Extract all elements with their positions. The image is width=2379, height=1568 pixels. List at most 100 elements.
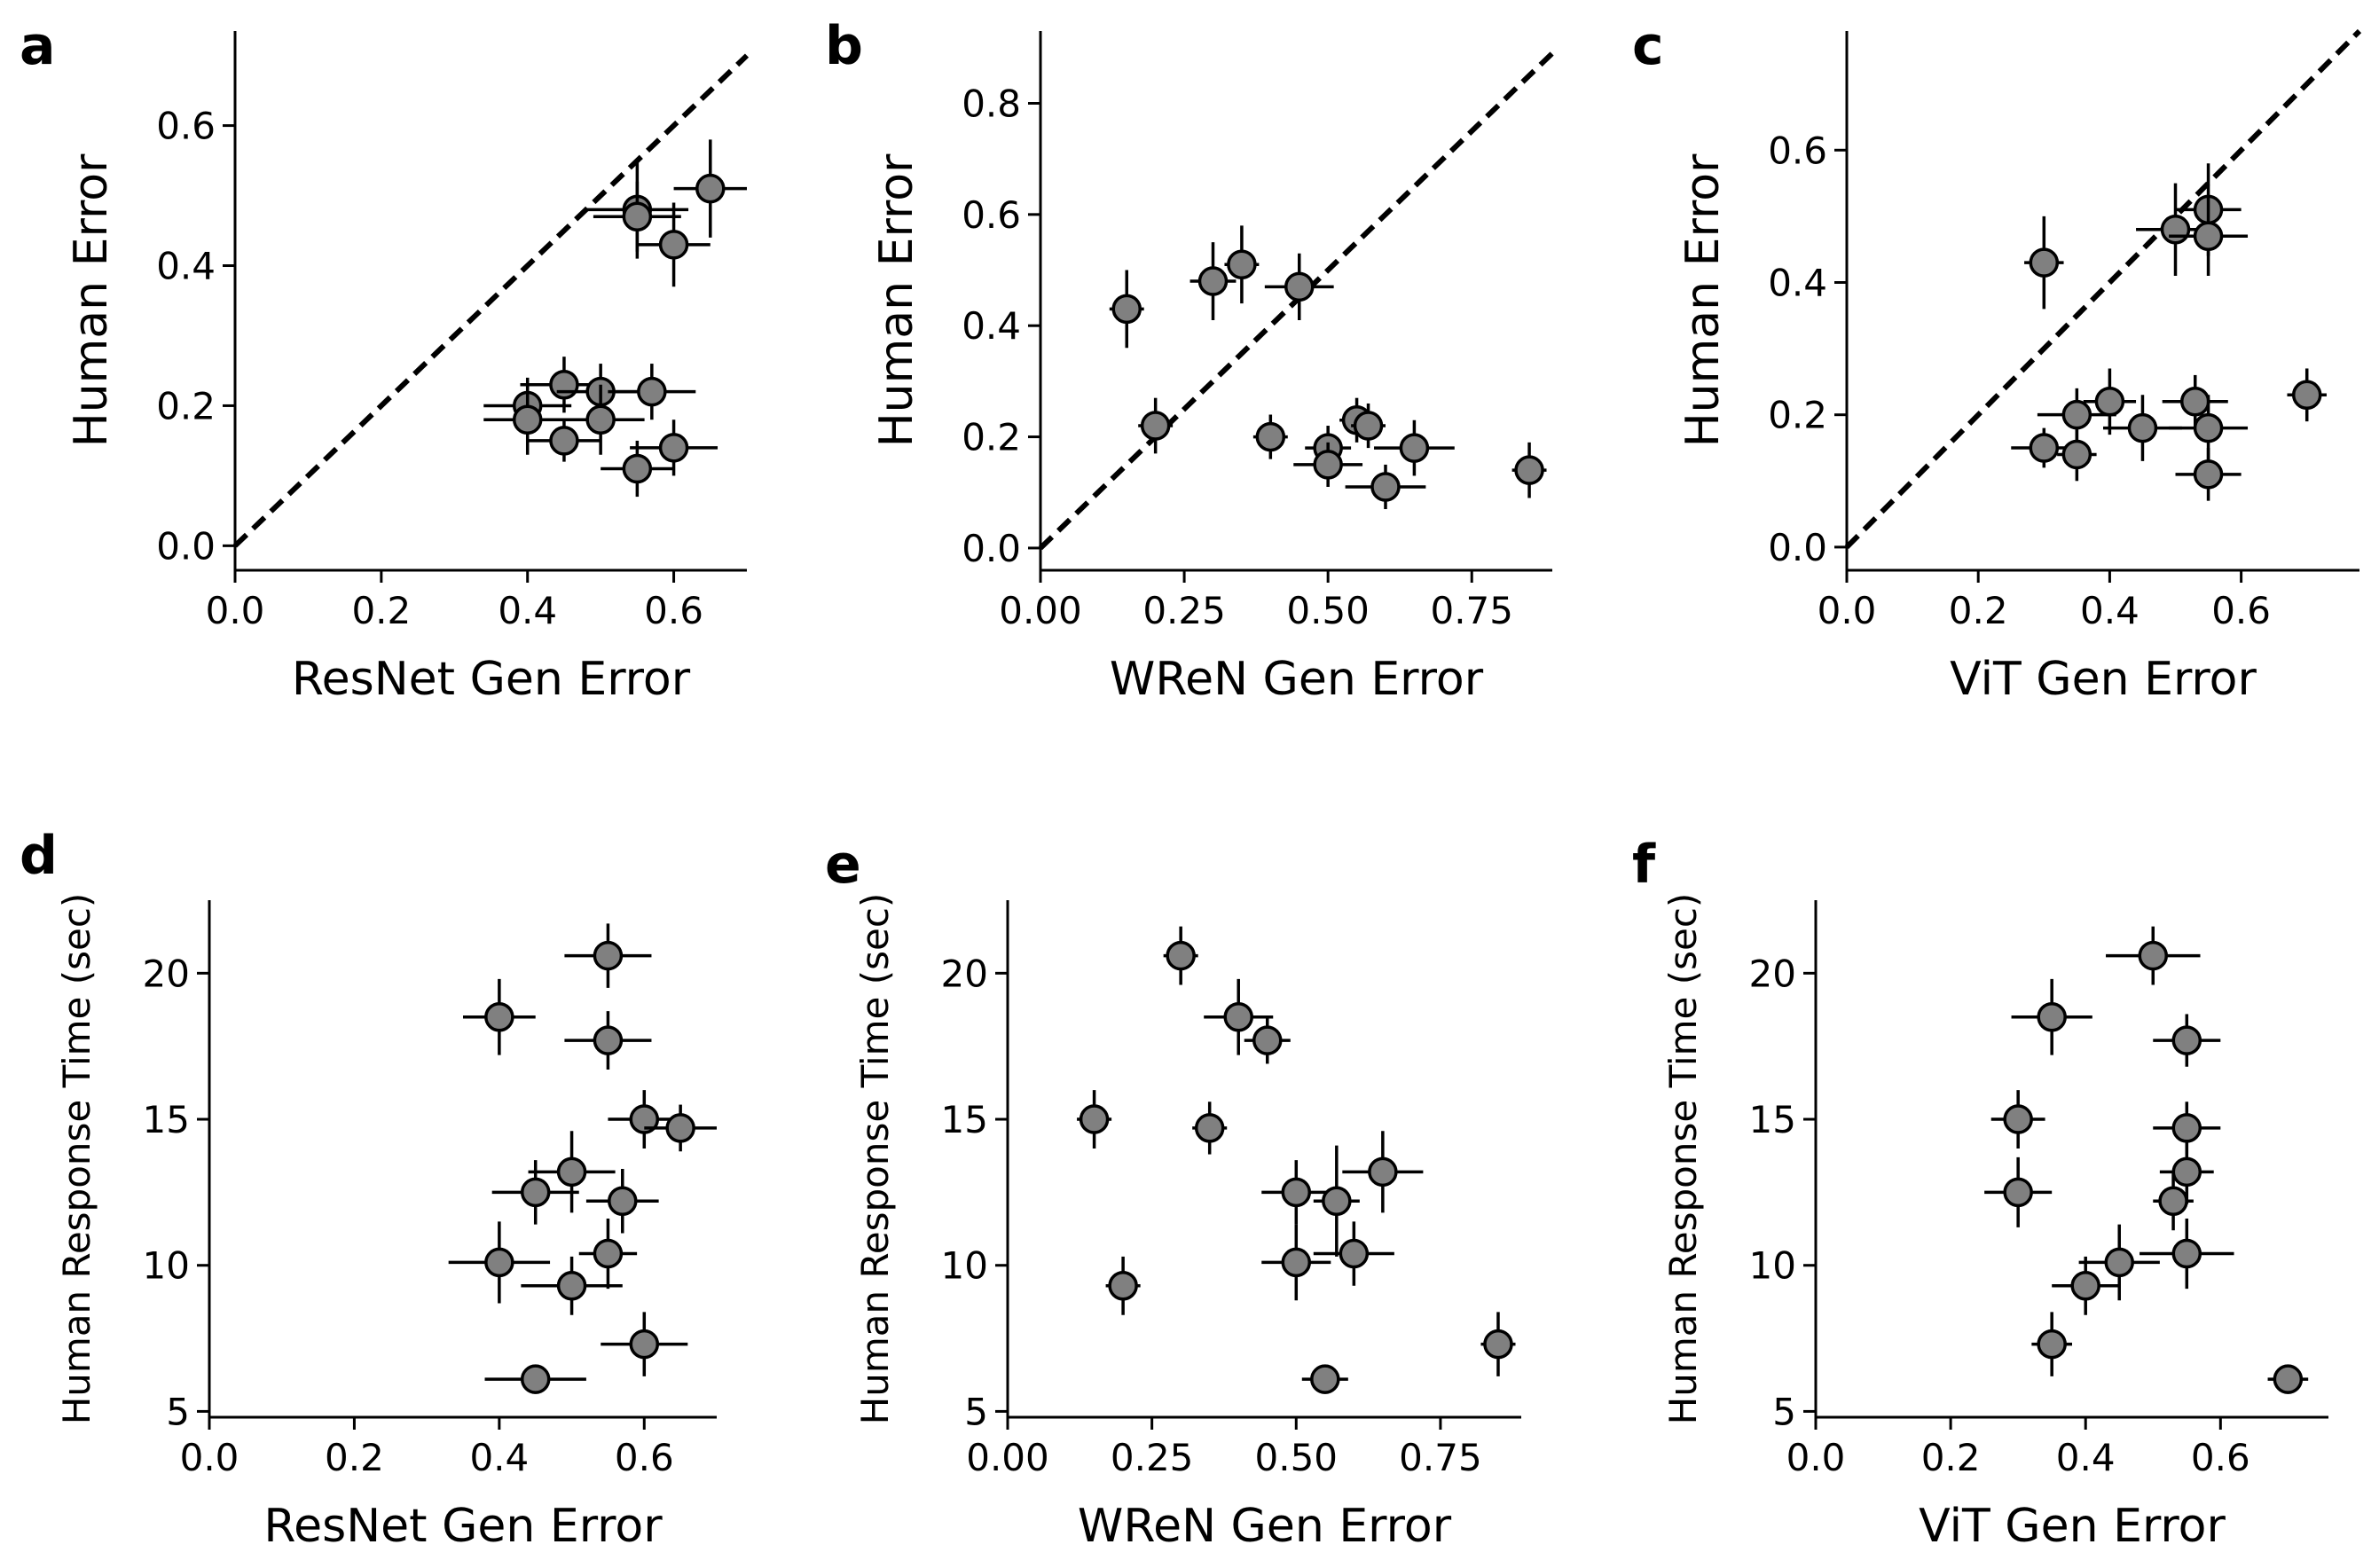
- point-marker: [1255, 421, 1286, 452]
- data-point: [2175, 447, 2242, 501]
- point-marker: [1339, 1238, 1370, 1269]
- point-marker: [2171, 1113, 2202, 1143]
- data-point: [1351, 403, 1386, 449]
- x-tick-label: 0.50: [1286, 589, 1370, 632]
- point-marker: [2037, 1329, 2067, 1360]
- x-axis-label: WReN Gen Error: [1078, 1500, 1452, 1553]
- x-axis-label: ViT Gen Error: [1919, 1500, 2226, 1553]
- x-axis-label: ResNet Gen Error: [263, 1500, 663, 1553]
- data-point: [630, 419, 718, 476]
- data-point: [556, 384, 645, 455]
- point-marker: [593, 1025, 624, 1055]
- identity-line: [1844, 28, 2362, 550]
- panel-letter: b: [825, 15, 863, 77]
- y-tick-label: 20: [1749, 952, 1796, 995]
- y-tick-label: 10: [941, 1244, 988, 1288]
- point-marker: [2158, 1186, 2188, 1217]
- point-marker: [549, 370, 579, 400]
- point-marker: [1313, 450, 1343, 480]
- point-marker: [1322, 1186, 1352, 1217]
- data-point: [2162, 374, 2228, 428]
- point-marker: [520, 1177, 551, 1208]
- data-point: [484, 1364, 586, 1394]
- data-point: [2153, 1014, 2221, 1067]
- data-point: [1374, 419, 1455, 476]
- point-marker: [549, 426, 579, 456]
- x-tick-label: 0.00: [966, 1436, 1049, 1479]
- x-axis-label: ViT Gen Error: [1950, 653, 2257, 706]
- point-marker: [1281, 1177, 1312, 1208]
- point-marker: [520, 1364, 551, 1394]
- point-marker: [1111, 294, 1142, 325]
- point-marker: [2273, 1364, 2304, 1394]
- y-tick-label: 15: [143, 1098, 190, 1141]
- y-tick-label: 0.2: [1768, 394, 1827, 437]
- data-point: [463, 978, 536, 1055]
- data-point: [1480, 1312, 1516, 1376]
- x-axis-label: WReN Gen Error: [1110, 653, 1484, 706]
- panel-f: f 0.0 0.2 0.4 0.6 5 10 15 20 ViT Gen Error Human R…: [1632, 834, 2328, 1553]
- panel-e: e 0.00 0.25 0.50 0.75 5 10 15 20 WReN Gen Error Hu…: [825, 834, 1521, 1553]
- data-point: [1163, 926, 1198, 985]
- data-point: [2287, 368, 2327, 422]
- data-point: [1301, 1364, 1348, 1394]
- point-marker: [1399, 433, 1430, 463]
- x-tick-label: 0.00: [999, 589, 1082, 632]
- point-marker: [1514, 455, 1544, 485]
- x-tick-label: 0.25: [1142, 589, 1226, 632]
- y-tick-label: 20: [941, 952, 988, 995]
- x-tick-label: 0.2: [1921, 1436, 1981, 1479]
- point-marker: [2171, 1025, 2202, 1055]
- data-point: [1261, 1160, 1331, 1225]
- point-marker: [2291, 380, 2322, 411]
- point-marker: [1483, 1329, 1513, 1360]
- data-point: [2083, 368, 2137, 435]
- point-marker: [1370, 472, 1401, 502]
- panel-letter: f: [1632, 834, 1656, 896]
- point-marker: [665, 1113, 695, 1143]
- point-marker: [585, 404, 616, 435]
- x-tick-label: 0.2: [1949, 589, 2008, 632]
- panel-a: a 0.0 0.2 0.4 0.6 0.0 0.2 0.4 0.6 ResNet Gen Erro…: [20, 15, 750, 706]
- point-marker: [629, 1329, 660, 1360]
- point-marker: [1166, 940, 1196, 971]
- point-marker: [2138, 940, 2169, 971]
- data-point: [1984, 1156, 2053, 1227]
- data-point: [2024, 216, 2064, 310]
- point-marker: [637, 376, 667, 407]
- y-tick-label: 0.6: [1768, 129, 1827, 172]
- point-marker: [484, 1247, 514, 1278]
- data-point: [564, 923, 652, 988]
- panel-letter: c: [1632, 15, 1664, 77]
- point-marker: [1353, 411, 1384, 441]
- data-point: [2078, 1224, 2160, 1301]
- data-point: [601, 1312, 688, 1376]
- y-tick-label: 5: [166, 1390, 190, 1433]
- data-point: [608, 1090, 681, 1149]
- x-tick-label: 0.0: [206, 589, 265, 632]
- y-tick-label: 0.0: [962, 527, 1021, 570]
- x-tick-label: 0.0: [1818, 589, 1877, 632]
- identity-line: [232, 53, 750, 548]
- point-marker: [622, 453, 653, 484]
- point-marker: [2193, 221, 2224, 252]
- y-axis-label: Human Response Time (sec): [853, 893, 897, 1425]
- panel-letter: e: [825, 834, 861, 896]
- x-tick-label: 0.2: [351, 589, 411, 632]
- panel-c: c 0.0 0.2 0.4 0.6 0.0 0.2 0.4 0.6 ViT Gen Error Hu…: [1632, 15, 2362, 706]
- y-axis-label: Human Error: [1676, 153, 1730, 447]
- data-point: [528, 1131, 616, 1213]
- point-marker: [2003, 1104, 2033, 1134]
- data-point: [491, 1160, 579, 1225]
- data-point: [1105, 1256, 1141, 1315]
- data-point: [601, 440, 674, 498]
- data-point: [2031, 1312, 2072, 1376]
- y-axis-label: Human Error: [65, 153, 118, 447]
- data-point: [1313, 1221, 1394, 1286]
- y-tick-label: 10: [143, 1244, 190, 1288]
- data-point: [1204, 978, 1274, 1055]
- data-point: [448, 1221, 551, 1304]
- y-tick-label: 20: [143, 952, 190, 995]
- x-tick-label: 0.6: [644, 589, 703, 632]
